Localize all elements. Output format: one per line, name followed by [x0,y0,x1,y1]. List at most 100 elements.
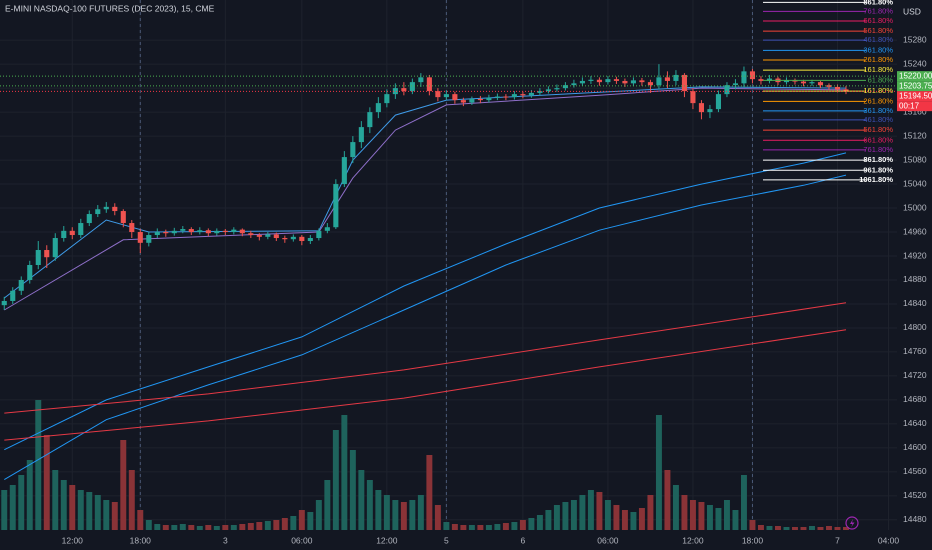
volume-bar [477,525,484,530]
moving-average [4,152,847,451]
candle-body [10,290,16,301]
volume-bar [179,524,186,530]
volume-bar [638,508,645,530]
price-label-box [897,71,932,82]
volume-bar [426,455,433,530]
candle-body [596,79,602,83]
candle-body [783,80,790,83]
volume-bar [723,500,730,530]
fib-label: 261.80% [863,55,893,64]
x-tick-label: 12:00 [376,535,398,545]
volume-bar [256,522,263,530]
volume-bar [579,495,586,530]
volume-bar [468,525,475,530]
y-tick-label: 15280 [903,34,927,44]
volume-bar [86,492,93,530]
volume-bar [94,495,101,530]
price-label-box [897,81,932,92]
candle-body [477,98,483,101]
volume-bar [162,525,169,530]
volume-bar [171,525,178,530]
volume-bar [647,495,654,530]
volume-bar [307,512,314,530]
candle-body [333,184,339,228]
volume-bar [298,510,305,530]
volume-bar [689,500,696,530]
volume-bar [664,470,671,530]
x-tick-label: 18:00 [742,535,764,545]
volume-bar [417,495,424,530]
price-label: 15194.50 [899,91,932,100]
candle-body [724,85,730,95]
candle-body [120,211,126,224]
candle-body [222,230,228,233]
candle-body [103,206,109,210]
candle-body [426,77,432,92]
candle-body [231,229,237,233]
candle-body [290,236,296,240]
fib-label: 261.80% [863,96,893,105]
volume-bar [409,500,416,530]
fib-label: 861.80% [863,155,893,164]
moving-average [4,87,847,311]
volume-bar [239,524,246,530]
candle-body [664,77,670,81]
candle-body [537,91,543,93]
candle-body [452,94,458,101]
y-tick-label: 15160 [903,106,927,116]
candle-body [171,230,177,234]
y-tick-label: 14880 [903,274,927,284]
volume-bar [358,470,365,530]
candle-body [18,279,24,291]
fib-label: 661.80% [863,135,893,144]
y-tick-label: 15080 [903,154,927,164]
volume-bar [18,475,25,530]
candle-body [350,142,356,158]
volume-bar [570,500,577,530]
candle-body [78,223,84,236]
y-tick-label: 14520 [903,490,927,500]
candle-body [690,91,696,104]
candle-body [707,109,713,113]
y-tick-label: 14920 [903,250,927,260]
fib-label: 961.80% [863,165,893,174]
candle-body [758,79,764,81]
candle-body [95,209,101,215]
candle-body [766,78,773,81]
x-tick-label: 06:00 [597,535,619,545]
candle-body [809,82,815,84]
candle-body [792,80,798,82]
y-tick-label: 14600 [903,442,927,452]
volume-bar [613,505,620,530]
volume-bar [511,522,518,530]
candle-body [630,80,636,84]
volume-bar [332,430,339,530]
candle-body [503,96,509,98]
y-tick-label: 14560 [903,466,927,476]
candle-body [834,86,841,90]
candle-body [154,232,160,236]
axes: 1528015240152001516015120150801504015000… [62,34,932,545]
candle-body [197,230,203,233]
candle-body [673,74,679,81]
x-tick-label: 06:00 [291,535,313,545]
fib-label: 161.80% [863,65,893,74]
y-tick-label: 14720 [903,370,927,380]
x-tick-label: 12:00 [682,535,704,545]
candle-body [256,235,262,237]
volume-bar [366,480,373,530]
overlays: 861.80%761.80%661.80%561.80%461.80%361.8… [0,0,897,184]
currency[interactable]: USD [903,6,921,16]
candle-body [265,234,271,237]
fib-label: 461.80% [863,35,893,44]
volume-bar [120,440,127,530]
fib-label: 561.80% [863,26,893,35]
candle-body [800,81,807,84]
candle-body [52,238,58,258]
alert-icon[interactable] [845,516,859,530]
x-tick-label: 6 [521,535,526,545]
candle-body [324,227,330,231]
candle-body [239,229,245,234]
candle-body [129,223,135,233]
candle-body [44,250,50,258]
